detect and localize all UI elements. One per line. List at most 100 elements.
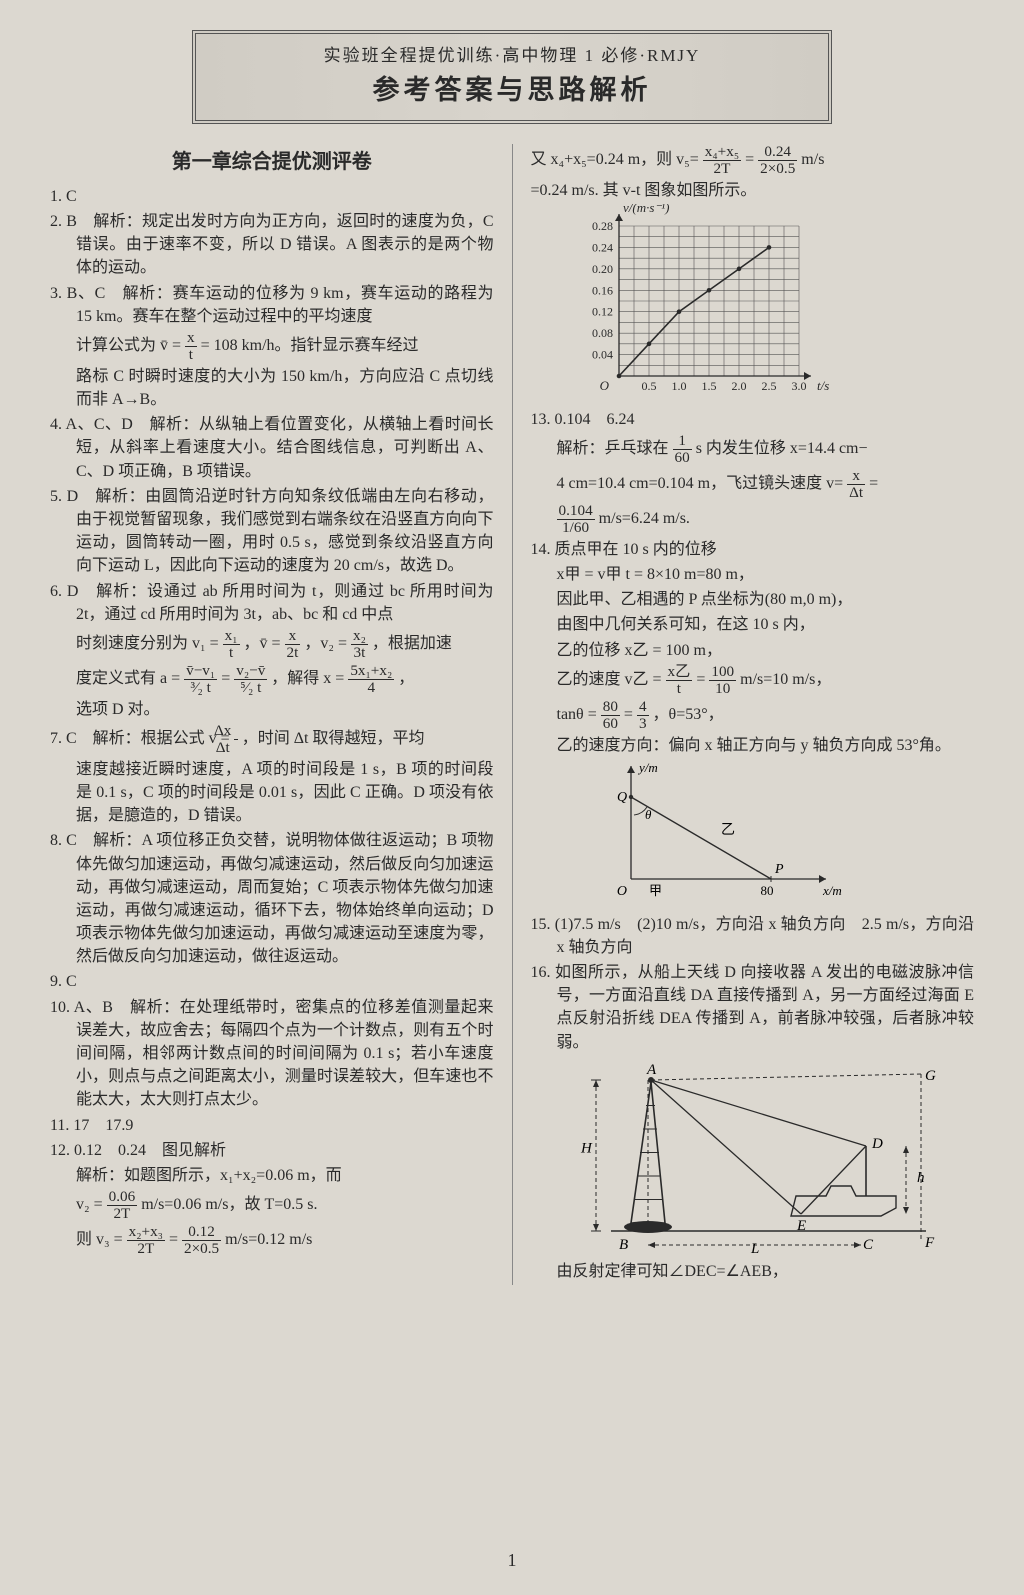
text: s 内发生位移 x=14.4 cm− — [696, 440, 868, 457]
left-column: 第一章综合提优测评卷 1. C 2. B 解析：规定出发时方向为正方向，返回时的… — [50, 144, 494, 1285]
svg-text:80: 80 — [760, 883, 773, 898]
content-columns: 第一章综合提优测评卷 1. C 2. B 解析：规定出发时方向为正方向，返回时的… — [50, 144, 974, 1285]
answer-6-formula2: 度定义式有 a = v̄−v₁³⁄₂ t = v₂−v̄⁵⁄₂ t ，解得 x … — [50, 663, 494, 696]
answer-1: 1. C — [50, 185, 494, 208]
fraction: 0.1041/60 — [557, 503, 595, 536]
svg-text:θ: θ — [645, 807, 652, 822]
answer-14-e: 乙的位移 x乙 = 100 m， — [531, 639, 975, 662]
text: m/s=0.12 m/s — [225, 1231, 312, 1248]
text: = 108 km/h。指针显示赛车经过 — [201, 337, 419, 354]
fraction: 0.122×0.5 — [182, 1224, 221, 1257]
fraction: x₁t — [223, 628, 240, 661]
answer-7-part2: 速度越接近瞬时速度，A 项的时间段是 1 s，B 项的时间段是 0.1 s，C … — [50, 758, 494, 828]
title-box: 实验班全程提优训练·高中物理 1 必修·RMJY 参考答案与思路解析 — [192, 30, 832, 124]
answer-13-part3: 0.1041/60 m/s=6.24 m/s. — [531, 503, 975, 536]
svg-text:0.16: 0.16 — [592, 283, 613, 297]
fraction: x₄+x₅2T — [703, 144, 741, 177]
text: = — [624, 706, 637, 723]
answer-12-formula2: 则 v₃ = x₂+x₃2T = 0.122×0.5 m/s=0.12 m/s — [50, 1224, 494, 1257]
svg-text:0.04: 0.04 — [592, 347, 613, 361]
text: ，根据加速 — [372, 635, 452, 652]
text: m/s=6.24 m/s. — [599, 510, 690, 527]
answer-14-c: 因此甲、乙相遇的 P 点坐标为(80 m,0 m)， — [531, 588, 975, 611]
answer-14-head: 14. 质点甲在 10 s 内的位移 — [531, 538, 975, 561]
text: m/s=10 m/s， — [740, 671, 831, 688]
answer-9: 9. C — [50, 970, 494, 993]
answer-16-a: 16. 如图所示，从船上天线 D 向接收器 A 发出的电磁波脉冲信号，一方面沿直… — [531, 961, 975, 1054]
answer-12-head: 12. 0.12 0.24 图见解析 — [50, 1139, 494, 1162]
text: = — [696, 671, 709, 688]
text: m/s=0.06 m/s，故 T=0.5 s. — [141, 1196, 317, 1213]
svg-text:0.28: 0.28 — [592, 219, 613, 233]
fraction: x₂+x₃2T — [127, 1224, 165, 1257]
page-number: 1 — [508, 1547, 517, 1573]
answer-13-part2: 4 cm=10.4 cm=0.104 m，飞过镜头速度 v= xΔt = — [531, 468, 975, 501]
main-title: 参考答案与思路解析 — [226, 71, 798, 110]
svg-text:P: P — [774, 862, 784, 877]
svg-text:F: F — [924, 1235, 935, 1251]
answer-14-d: 由图中几何关系可知，在这 10 s 内， — [531, 613, 975, 636]
answer-14-h: 乙的速度方向：偏向 x 轴正方向与 y 轴负方向成 53°角。 — [531, 734, 975, 757]
answer-14-f: 乙的速度 v乙 = x乙t = 10010 m/s=10 m/s， — [531, 664, 975, 697]
answer-5: 5. D 解析：由圆筒沿逆时针方向知条纹低端由左向右移动，由于视觉暂留现象，我们… — [50, 485, 494, 578]
answer-3-formula: 计算公式为 v̄ = xt = 108 km/h。指针显示赛车经过 — [50, 330, 494, 363]
text: 时刻速度分别为 v₁ = — [76, 635, 219, 652]
fraction: 8060 — [601, 699, 620, 732]
answer-7-part1: 7. C 解析：根据公式 v = ΔxΔt ，时间 Δt 取得越短，平均 — [50, 723, 494, 756]
answer-3-part2: 路标 C 时瞬时速度的大小为 150 km/h，方向应沿 C 点切线而非 A→B… — [50, 365, 494, 411]
answer-2: 2. B 解析：规定出发时方向为正方向，返回时的速度为负，C 错误。由于速率不变… — [50, 210, 494, 280]
svg-text:3.0: 3.0 — [791, 379, 806, 393]
text: 又 x₄+x₅=0.24 m，则 v₅= — [531, 151, 699, 168]
svg-text:y/m: y/m — [637, 760, 658, 775]
answer-6-part1: 6. D 解析：设通过 ab 所用时间为 t，则通过 bc 所用时间为 2t，通… — [50, 580, 494, 626]
text: = — [169, 1231, 182, 1248]
answer-12-formula1: v₂ = 0.062T m/s=0.06 m/s，故 T=0.5 s. — [50, 1189, 494, 1222]
answer-14-g: tanθ = 8060 = 43 ，θ=53°， — [531, 699, 975, 732]
fraction: 10010 — [709, 664, 736, 697]
text: 乙的速度 v乙 = — [557, 671, 662, 688]
text: m/s — [801, 151, 824, 168]
fraction: xt — [185, 330, 197, 363]
column-divider — [512, 144, 513, 1285]
text: ，时间 Δt 取得越短，平均 — [242, 730, 425, 747]
svg-text:Q: Q — [617, 790, 627, 805]
fraction: 0.062T — [107, 1189, 138, 1222]
answer-4: 4. A、C、D 解析：从纵轴上看位置变化，从横轴上看时间长短，从斜率上看速度大… — [50, 413, 494, 483]
svg-text:O: O — [599, 378, 609, 393]
svg-text:0.20: 0.20 — [592, 262, 613, 276]
svg-text:v/(m·s⁻¹): v/(m·s⁻¹) — [623, 204, 670, 215]
answer-13-part1: 解析：乒乓球在 160 s 内发生位移 x=14.4 cm− — [531, 433, 975, 466]
answer-6-part2: 选项 D 对。 — [50, 698, 494, 721]
svg-text:D: D — [871, 1136, 883, 1152]
fraction: x乙t — [666, 664, 693, 697]
svg-text:x/m: x/m — [822, 883, 842, 898]
svg-text:0.08: 0.08 — [592, 326, 613, 340]
text: 7. C 解析：根据公式 v = — [50, 730, 230, 747]
answer-3-part1: 3. B、C 解析：赛车运动的位移为 9 km，赛车运动的路程为 15 km。赛… — [50, 282, 494, 328]
text: ， — [398, 670, 414, 687]
text: ，v̄ = — [244, 635, 281, 652]
svg-text:G: G — [925, 1068, 936, 1084]
vt-graph: 0.5 1.0 1.5 2.0 2.5 3.0 0.04 0.08 0.12 0.16 0.20 0.… — [571, 204, 975, 404]
svg-text:1.0: 1.0 — [671, 379, 686, 393]
answer-8: 8. C 解析：A 项位移正负交替，说明物体做往返运动；B 项物体先做匀加速运动… — [50, 829, 494, 968]
svg-text:1.5: 1.5 — [701, 379, 716, 393]
fraction: x₂3t — [351, 628, 368, 661]
svg-text:0.5: 0.5 — [641, 379, 656, 393]
svg-text:h: h — [917, 1170, 925, 1186]
fraction: 43 — [637, 699, 649, 732]
svg-text:2.0: 2.0 — [731, 379, 746, 393]
answer-15: 15. (1)7.5 m/s (2)10 m/s，方向沿 x 轴负方向 2.5 … — [531, 913, 975, 959]
text: v₂ = — [76, 1196, 103, 1213]
svg-text:甲: 甲 — [649, 883, 662, 898]
reflection-diagram: ABCDEFGHhL — [551, 1056, 975, 1256]
svg-text:0.12: 0.12 — [592, 305, 613, 319]
text: = — [869, 475, 878, 492]
text: 计算公式为 v̄ = — [76, 337, 181, 354]
svg-text:2.5: 2.5 — [761, 379, 776, 393]
fraction: 5x₁+x₂4 — [348, 663, 394, 696]
svg-text:O: O — [616, 884, 626, 899]
qp-triangle-graph: Qθ乙PO甲80x/my/m — [591, 759, 975, 909]
svg-text:H: H — [580, 1140, 593, 1156]
answer-16-b: 由反射定律可知∠DEC=∠AEB， — [531, 1260, 975, 1283]
